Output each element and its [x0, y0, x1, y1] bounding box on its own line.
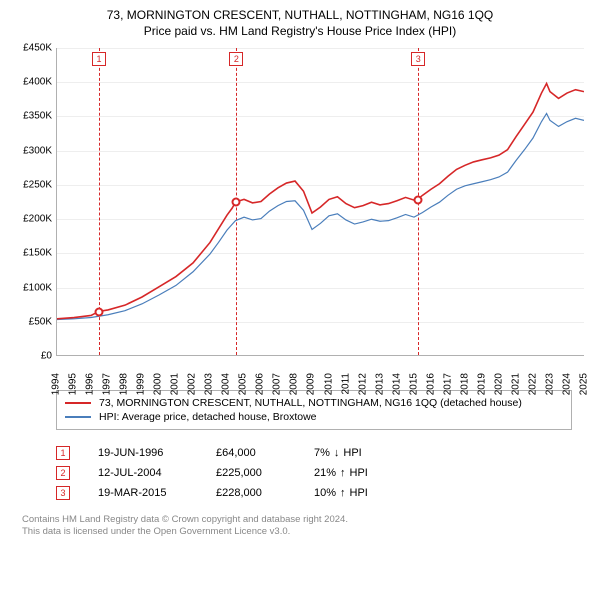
y-tick-label: £150K — [10, 248, 52, 259]
x-tick-label: 1998 — [119, 373, 130, 395]
event-price: £225,000 — [216, 467, 286, 479]
x-axis-labels: 1994199519961997199819992000200120022003… — [56, 356, 584, 384]
marker-dot — [232, 198, 241, 207]
series-hpi — [57, 113, 584, 319]
y-tick-label: £50K — [10, 316, 52, 327]
y-tick-label: £100K — [10, 282, 52, 293]
event-date: 12-JUL-2004 — [98, 467, 188, 479]
x-tick-label: 2019 — [476, 373, 487, 395]
x-tick-label: 2022 — [527, 373, 538, 395]
x-tick-label: 2012 — [357, 373, 368, 395]
y-tick-label: £0 — [10, 351, 52, 362]
x-tick-label: 1997 — [102, 373, 113, 395]
title-block: 73, MORNINGTON CRESCENT, NUTHALL, NOTTIN… — [10, 6, 590, 44]
x-tick-label: 2021 — [510, 373, 521, 395]
chart-area: £0 £50K £100K £150K £200K £250K £300K £350K £400… — [10, 44, 590, 384]
marker-label: 1 — [92, 52, 106, 66]
x-tick-label: 2002 — [187, 373, 198, 395]
x-tick-label: 2000 — [153, 373, 164, 395]
x-tick-label: 2018 — [459, 373, 470, 395]
series-address — [57, 83, 584, 318]
marker-label: 3 — [411, 52, 425, 66]
x-tick-label: 2006 — [255, 373, 266, 395]
y-tick-label: £450K — [10, 43, 52, 54]
chart-subtitle: Price paid vs. HM Land Registry's House … — [10, 24, 590, 38]
event-delta: 21% ↑ HPI — [314, 467, 368, 479]
x-tick-label: 2008 — [289, 373, 300, 395]
x-tick-label: 2015 — [408, 373, 419, 395]
x-tick-label: 1999 — [136, 373, 147, 395]
marker-dot — [95, 308, 104, 317]
x-tick-label: 2023 — [544, 373, 555, 395]
x-tick-label: 2011 — [340, 373, 351, 395]
event-number: 2 — [56, 466, 70, 480]
page-container: 73, MORNINGTON CRESCENT, NUTHALL, NOTTIN… — [0, 0, 600, 590]
event-number: 3 — [56, 486, 70, 500]
x-tick-label: 2003 — [204, 373, 215, 395]
events-list: 1 19-JUN-1996 £64,000 7% ↓ HPI 2 12-JUL-2004 £… — [56, 440, 590, 506]
y-tick-label: £200K — [10, 214, 52, 225]
y-tick-label: £300K — [10, 145, 52, 156]
arrow-up-icon: ↑ — [340, 467, 346, 479]
legend-swatch-address — [65, 402, 91, 404]
x-tick-label: 2013 — [374, 373, 385, 395]
y-tick-label: £400K — [10, 77, 52, 88]
plot-region: 1 2 3 — [56, 48, 584, 356]
event-row: 1 19-JUN-1996 £64,000 7% ↓ HPI — [56, 446, 590, 460]
x-tick-label: 2007 — [272, 373, 283, 395]
y-tick-label: £350K — [10, 111, 52, 122]
x-tick-label: 2024 — [561, 373, 572, 395]
x-tick-label: 2016 — [425, 373, 436, 395]
legend-row-address: 73, MORNINGTON CRESCENT, NUTHALL, NOTTIN… — [65, 397, 563, 409]
arrow-down-icon: ↓ — [334, 447, 340, 459]
marker-label: 2 — [229, 52, 243, 66]
x-tick-label: 1996 — [85, 373, 96, 395]
legend-label-hpi: HPI: Average price, detached house, Brox… — [99, 411, 317, 423]
y-tick-label: £250K — [10, 179, 52, 190]
footer: Contains HM Land Registry data © Crown c… — [22, 514, 590, 539]
marker-dot — [414, 195, 423, 204]
event-delta: 10% ↑ HPI — [314, 487, 368, 499]
legend-label-address: 73, MORNINGTON CRESCENT, NUTHALL, NOTTIN… — [99, 397, 522, 409]
chart-title: 73, MORNINGTON CRESCENT, NUTHALL, NOTTIN… — [10, 8, 590, 22]
x-tick-label: 1994 — [51, 373, 62, 395]
event-price: £64,000 — [216, 447, 286, 459]
footer-line1: Contains HM Land Registry data © Crown c… — [22, 514, 590, 526]
x-tick-label: 2010 — [323, 373, 334, 395]
legend-row-hpi: HPI: Average price, detached house, Brox… — [65, 411, 563, 423]
x-tick-label: 2009 — [306, 373, 317, 395]
x-tick-label: 2025 — [579, 373, 590, 395]
event-row: 2 12-JUL-2004 £225,000 21% ↑ HPI — [56, 466, 590, 480]
legend-swatch-hpi — [65, 416, 91, 418]
event-date: 19-MAR-2015 — [98, 487, 188, 499]
x-tick-label: 2001 — [170, 373, 181, 395]
event-row: 3 19-MAR-2015 £228,000 10% ↑ HPI — [56, 486, 590, 500]
x-tick-label: 1995 — [68, 373, 79, 395]
x-tick-label: 2014 — [391, 373, 402, 395]
legend: 73, MORNINGTON CRESCENT, NUTHALL, NOTTIN… — [56, 390, 572, 430]
event-number: 1 — [56, 446, 70, 460]
footer-line2: This data is licensed under the Open Gov… — [22, 526, 590, 538]
x-tick-label: 2004 — [221, 373, 232, 395]
event-price: £228,000 — [216, 487, 286, 499]
x-tick-label: 2017 — [442, 373, 453, 395]
chart-lines — [57, 48, 584, 355]
x-tick-label: 2020 — [493, 373, 504, 395]
event-date: 19-JUN-1996 — [98, 447, 188, 459]
x-tick-label: 2005 — [238, 373, 249, 395]
event-delta: 7% ↓ HPI — [314, 447, 362, 459]
arrow-up-icon: ↑ — [340, 487, 346, 499]
